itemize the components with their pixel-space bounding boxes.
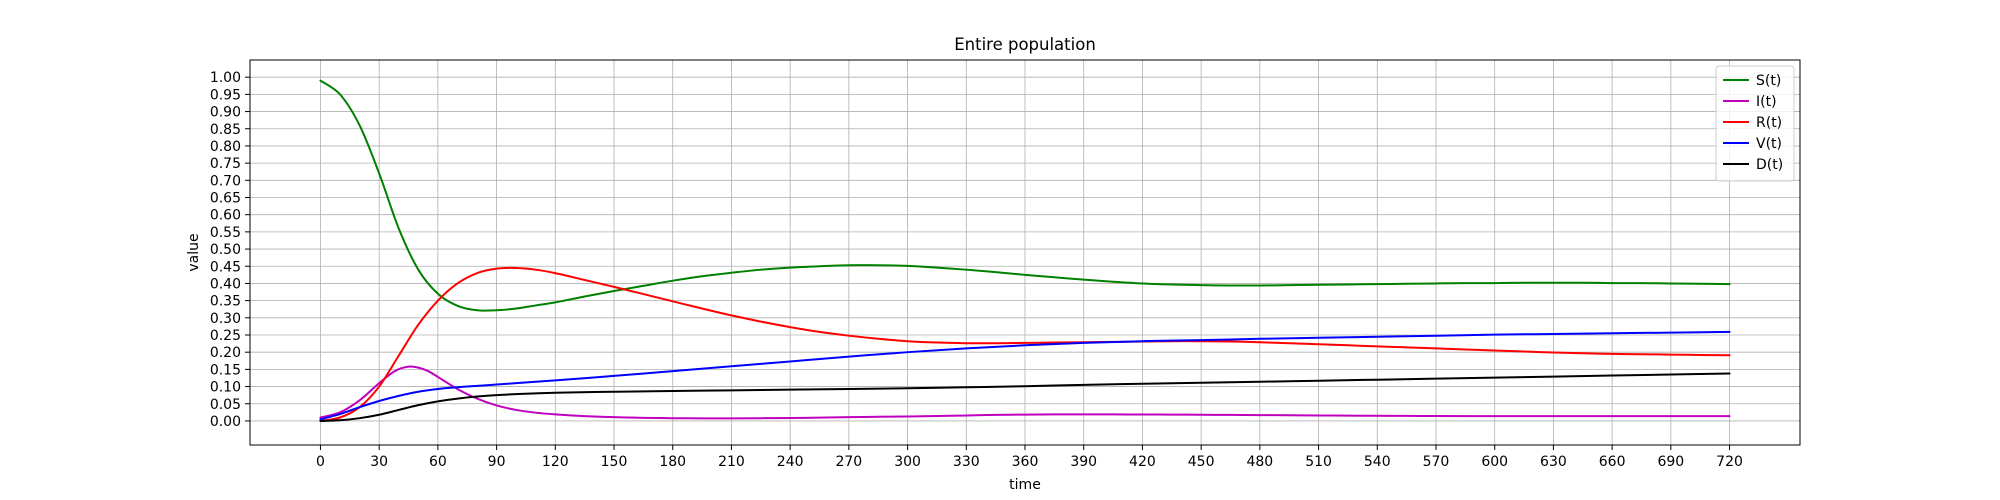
legend-box	[1715, 65, 1795, 182]
y-tick-label: 0.30	[210, 311, 241, 327]
y-tick-label: 0.85	[210, 122, 241, 138]
series-line-st	[319, 79, 1731, 312]
x-tick-label: 600	[1481, 454, 1508, 470]
series-line-dt	[319, 372, 1731, 422]
x-tick-label: 570	[1423, 454, 1450, 470]
series-line-vt	[319, 330, 1731, 421]
y-tick-label: 0.65	[210, 191, 241, 207]
y-tick-label: 0.75	[210, 156, 241, 172]
legend-label-it: I(t)	[1756, 94, 1777, 110]
legend-label-vt: V(t)	[1756, 136, 1782, 152]
legend-label-st: S(t)	[1756, 73, 1781, 89]
x-tick-label: 420	[1129, 454, 1156, 470]
legend: S(t) I(t) R(t) V(t) D(t)	[1715, 65, 1795, 182]
x-tick-label: 390	[1070, 454, 1097, 470]
x-tick-label: 270	[835, 454, 862, 470]
x-tick-label: 0	[316, 454, 325, 470]
grid-layer	[250, 60, 1800, 445]
x-tick-label: 510	[1305, 454, 1332, 470]
x-tick-label: 540	[1364, 454, 1391, 470]
x-tick-label: 30	[370, 454, 388, 470]
y-tick-label: 0.50	[210, 242, 241, 258]
x-tick-label: 360	[1012, 454, 1039, 470]
x-tick-label: 60	[429, 454, 447, 470]
x-tick-label: 300	[894, 454, 921, 470]
y-tick-label: 0.40	[210, 276, 241, 292]
x-tick-label: 240	[777, 454, 804, 470]
x-tick-label: 630	[1540, 454, 1567, 470]
x-tick-label: 720	[1716, 454, 1743, 470]
y-tick-label: 0.35	[210, 294, 241, 310]
y-tick-label: 0.55	[210, 225, 241, 241]
y-tick-label: 0.90	[210, 105, 241, 121]
x-tick-label: 90	[488, 454, 506, 470]
y-tick-label: 0.00	[210, 414, 241, 430]
series-line-rt	[319, 266, 1731, 422]
x-tick-label: 210	[718, 454, 745, 470]
x-axis-title: time	[1009, 477, 1041, 493]
tick-layer: 0 30 60 90 120 150 180 210 240 270 300 330 360 390 420…	[210, 70, 1743, 470]
x-tick-label: 450	[1188, 454, 1215, 470]
y-tick-label: 0.10	[210, 380, 241, 396]
chart-title: Entire population	[954, 35, 1096, 54]
x-tick-label: 660	[1599, 454, 1626, 470]
y-axis-title: value	[186, 233, 202, 271]
y-tick-label: 0.20	[210, 345, 241, 361]
y-tick-label: 0.60	[210, 208, 241, 224]
y-tick-label: 0.25	[210, 328, 241, 344]
x-tick-label: 480	[1246, 454, 1273, 470]
y-tick-label: 0.95	[210, 87, 241, 103]
y-tick-label: 0.45	[210, 259, 241, 275]
y-tick-label: 0.80	[210, 139, 241, 155]
x-tick-label: 690	[1657, 454, 1684, 470]
x-tick-label: 150	[601, 454, 628, 470]
x-tick-label: 120	[542, 454, 569, 470]
y-tick-label: 0.15	[210, 362, 241, 378]
legend-label-rt: R(t)	[1756, 115, 1782, 131]
series-layer	[319, 79, 1731, 422]
y-tick-label: 0.70	[210, 173, 241, 189]
legend-label-dt: D(t)	[1756, 157, 1783, 173]
x-tick-label: 330	[953, 454, 980, 470]
y-tick-label: 0.05	[210, 397, 241, 413]
y-tick-label: 1.00	[210, 70, 241, 86]
series-line-it	[319, 365, 1731, 420]
x-tick-label: 180	[659, 454, 686, 470]
